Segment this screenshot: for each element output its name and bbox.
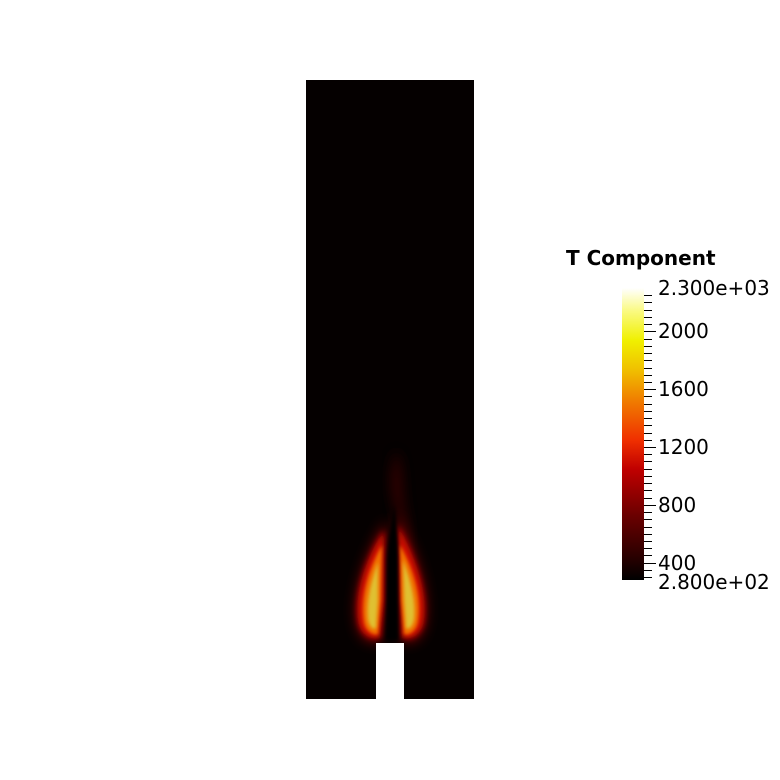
colorbar: [622, 288, 644, 580]
inlet-cutout: [376, 643, 404, 699]
colorbar-tick-label: 1600: [658, 377, 709, 402]
colorbar-minor-tick: [644, 425, 652, 427]
colorbar-tick-label: 2000: [658, 319, 709, 344]
colorbar-minor-tick: [644, 562, 656, 564]
colorbar-minor-tick: [644, 454, 652, 456]
colorbar-tick-label: 400: [658, 550, 697, 575]
colorbar-minor-tick: [644, 302, 652, 304]
colorbar-minor-tick: [644, 439, 652, 441]
colorbar-minor-tick: [644, 497, 652, 499]
colorbar-minor-tick: [644, 410, 652, 412]
colorbar-minor-tick: [644, 483, 652, 485]
colorbar-minor-tick: [644, 418, 652, 420]
flame-right: [396, 515, 427, 643]
colorbar-minor-tick: [644, 468, 652, 470]
colorbar-minor-tick: [644, 490, 652, 492]
colorbar-minor-tick: [644, 389, 656, 391]
colorbar-minor-tick: [644, 447, 656, 448]
colorbar-minor-tick: [644, 295, 652, 297]
colorbar-minor-tick: [644, 504, 656, 506]
colorbar-minor-tick: [644, 540, 652, 542]
colorbar-minor-tick: [644, 316, 652, 318]
colorbar-minor-tick: [644, 381, 652, 383]
colorbar-minor-tick: [644, 533, 652, 535]
colorbar-minor-tick: [644, 512, 652, 514]
colorbar-minor-tick: [644, 555, 652, 557]
flame-left: [355, 520, 386, 643]
colorbar-minor-tick: [644, 475, 652, 477]
fuel-jet-core: [386, 505, 398, 640]
colorbar-minor-tick: [644, 432, 652, 434]
colorbar-minor-tick: [644, 367, 652, 369]
colorbar-minor-tick: [644, 309, 652, 311]
colorbar-minor-tick: [644, 577, 652, 579]
colorbar-max-label: 2.300e+03: [658, 276, 770, 300]
colorbar-min-label: 2.800e+02: [658, 570, 770, 594]
colorbar-tick-label: 1200: [658, 435, 709, 459]
colorbar-minor-tick: [644, 569, 652, 571]
colorbar-minor-tick: [644, 353, 652, 355]
colorbar-minor-tick: [644, 331, 656, 333]
legend-title: T Component: [566, 246, 716, 270]
colorbar-minor-tick: [644, 396, 652, 398]
colorbar-minor-tick: [644, 548, 652, 550]
colorbar-tick-label: 800: [658, 492, 697, 517]
colorbar-minor-tick: [644, 324, 652, 326]
colorbar-ticks: [644, 288, 656, 580]
colorbar-minor-tick: [644, 360, 652, 362]
colorbar-minor-tick: [644, 338, 652, 340]
colorbar-minor-tick: [644, 526, 652, 528]
colorbar-minor-tick: [644, 374, 652, 376]
colorbar-minor-tick: [644, 519, 652, 521]
colorbar-minor-tick: [644, 403, 652, 405]
colorbar-minor-tick: [644, 345, 652, 347]
colorbar-minor-tick: [644, 461, 652, 463]
